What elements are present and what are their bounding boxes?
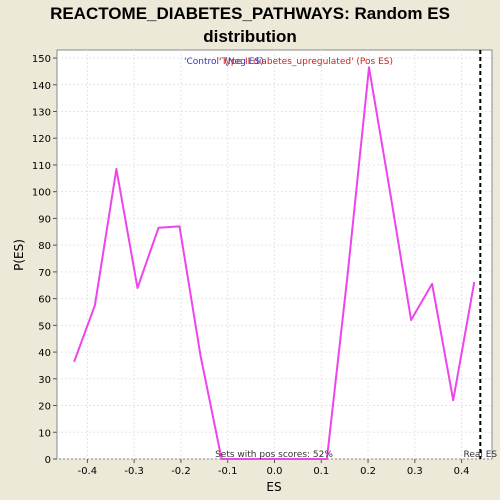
data-point: [73, 360, 76, 363]
y-tick-label: 10: [38, 428, 51, 439]
grid: [57, 50, 492, 460]
legend-neg: 'Control' (Neg ES): [184, 57, 264, 67]
y-tick-label: 150: [32, 54, 51, 65]
y-tick-label: 140: [32, 81, 51, 92]
x-tick-label: 0.0: [267, 466, 283, 477]
x-tick-label: -0.1: [218, 466, 238, 477]
data-point: [94, 304, 96, 307]
data-point: [410, 319, 412, 321]
chart-title-line1: REACTOME_DIABETES_PATHWAYS: Random ES: [50, 4, 450, 23]
data-point: [157, 226, 160, 229]
data-point: [136, 287, 139, 289]
x-tick-label: 0.2: [360, 466, 376, 477]
chart-title-line2: distribution: [203, 27, 296, 46]
x-tick-label: 0.1: [313, 466, 329, 477]
y-tick-label: 20: [38, 402, 51, 413]
data-point: [115, 168, 118, 170]
x-axis-label: ES: [266, 480, 281, 494]
y-tick-label: 100: [32, 188, 51, 199]
x-tick-label: 0.3: [407, 466, 423, 477]
series-layer: Real ES: [73, 50, 497, 460]
legend-pos: 'Type II diabetes_upregulated' (Pos ES): [219, 57, 393, 67]
y-tick-label: 30: [38, 375, 51, 386]
x-tick-label: -0.2: [171, 466, 191, 477]
data-point: [326, 458, 328, 460]
x-tick-label: 0.4: [454, 466, 470, 477]
y-tick-label: 90: [38, 214, 51, 225]
y-tick-label: 0: [45, 455, 51, 466]
data-point: [305, 458, 307, 460]
data-point: [220, 458, 223, 460]
y-tick-label: 80: [38, 241, 51, 252]
data-point: [368, 66, 370, 69]
y-tick-label: 130: [32, 107, 51, 118]
y-tick-label: 50: [38, 321, 51, 332]
y-tick-label: 40: [38, 348, 51, 359]
y-tick-label: 60: [38, 295, 51, 306]
data-point: [199, 355, 202, 357]
data-point: [473, 281, 476, 284]
data-point: [178, 225, 181, 228]
pos-score-annotation: Sets with pos scores: 52%: [215, 450, 333, 460]
x-tick-label: -0.3: [124, 466, 144, 477]
axes: 0 10 20 30 40 50 60 70 80 90 100 110 120 130 140 150 -0.…: [32, 54, 470, 477]
data-point: [241, 458, 244, 460]
y-tick-label: 70: [38, 268, 51, 279]
data-point: [389, 190, 391, 193]
x-tick-label: -0.4: [78, 466, 98, 477]
data-point: [262, 458, 265, 460]
data-point: [452, 399, 454, 401]
y-tick-label: 120: [32, 134, 51, 145]
data-point: [347, 271, 349, 273]
real-es-label: Real ES: [463, 450, 497, 460]
y-tick-label: 110: [32, 161, 51, 172]
series-line: [73, 66, 476, 460]
data-point: [283, 458, 286, 460]
data-point: [431, 283, 433, 285]
y-axis-label: P(ES): [12, 239, 26, 271]
